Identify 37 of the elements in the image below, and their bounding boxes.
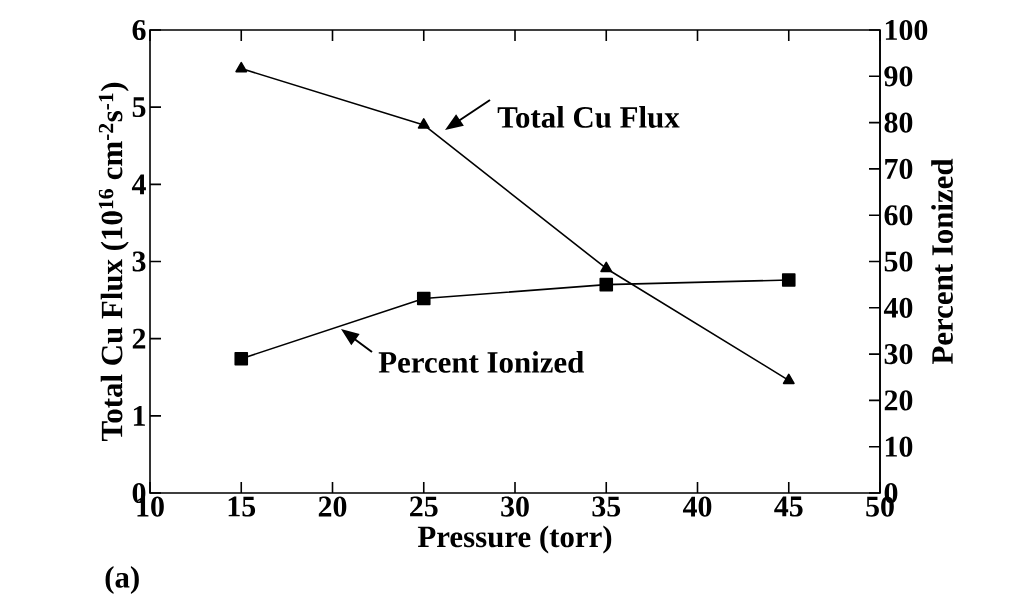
x-tick-label: 25 <box>410 496 438 517</box>
point <box>416 291 431 306</box>
y-tick-label: 4 <box>131 174 146 195</box>
y2-tick-label: 90 <box>884 66 913 87</box>
x-tick-label: 30 <box>501 496 529 517</box>
y2-tick-label: 80 <box>884 112 913 133</box>
y2-tick-label: 50 <box>884 251 913 272</box>
point <box>417 118 430 129</box>
y2-tick-label: 60 <box>884 205 913 226</box>
y-axis-title: Total Cu Flux (10$^{16}$ cm$^{-2}$s$^{-1}$) <box>98 82 129 442</box>
y-tick-label: 1 <box>133 405 145 426</box>
x-tick-label: 35 <box>592 496 621 517</box>
annotation: Total Cu Flux <box>497 106 680 128</box>
x-tick-label: 45 <box>774 496 803 517</box>
y-tick-label: 6 <box>132 19 146 41</box>
point <box>782 373 795 385</box>
y2-tick-label: 70 <box>885 158 913 179</box>
point <box>235 61 248 73</box>
x-axis-title: Pressure (torr) <box>417 525 612 554</box>
point <box>781 273 796 287</box>
y2-tick-label: 100 <box>885 19 928 41</box>
y2-axis-title: Percent Ionized <box>931 158 953 365</box>
y2-tick-label: 20 <box>884 390 913 411</box>
point <box>600 261 613 273</box>
y2-tick-label: 30 <box>884 344 913 365</box>
point <box>234 351 249 366</box>
y-tick-label: 3 <box>132 251 146 272</box>
y-tick-label: 2 <box>132 328 146 349</box>
x-tick-label: 40 <box>682 496 712 517</box>
y2-tick-label: 40 <box>883 297 913 318</box>
point <box>599 277 614 292</box>
x-tick-label: 15 <box>228 496 256 517</box>
x-tick-label: 20 <box>318 496 347 517</box>
y-tick-label: 5 <box>132 97 146 118</box>
annotation: Percent Ionized <box>378 351 584 373</box>
text: (a) <box>105 565 139 595</box>
y2-tick-label: 10 <box>885 436 913 457</box>
